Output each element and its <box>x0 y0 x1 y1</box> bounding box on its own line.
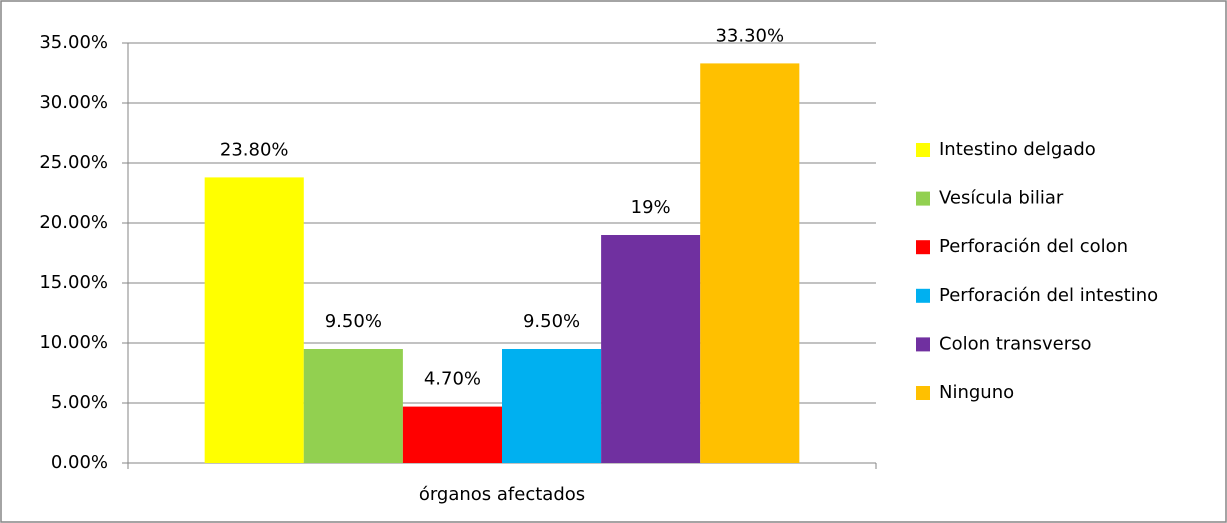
y-tick-label: 20.00% <box>39 212 108 233</box>
y-tick-label: 0.00% <box>51 452 108 473</box>
legend-swatch <box>916 143 930 157</box>
legend-swatch <box>916 240 930 255</box>
y-tick-label: 15.00% <box>39 272 108 293</box>
bar <box>601 235 701 463</box>
y-tick-label: 5.00% <box>51 392 108 413</box>
bar <box>700 63 800 464</box>
legend-swatch <box>916 288 930 303</box>
data-label: 33.30% <box>715 25 784 46</box>
legend-swatch <box>916 337 930 352</box>
data-label: 23.80% <box>220 139 289 160</box>
data-label: 19% <box>631 197 671 218</box>
data-label: 4.70% <box>424 369 481 390</box>
legend-label: Colon transverso <box>939 333 1092 354</box>
data-label: 9.50% <box>523 311 580 332</box>
y-tick-label: 10.00% <box>39 332 108 353</box>
data-label: 9.50% <box>325 311 382 332</box>
bar <box>303 349 403 463</box>
bar <box>204 177 304 463</box>
legend-swatch <box>916 191 930 206</box>
legend-label: Perforación del intestino <box>939 285 1158 306</box>
legend-label: Vesícula biliar <box>939 188 1064 209</box>
legend-label: Perforación del colon <box>939 236 1128 257</box>
legend-swatch <box>916 386 930 400</box>
legend-label: Intestino delgado <box>939 139 1096 160</box>
legend-label: Ninguno <box>939 382 1014 403</box>
bar <box>502 349 602 463</box>
x-tick-label: órganos afectados <box>419 484 585 505</box>
y-tick-label: 25.00% <box>39 152 108 173</box>
y-tick-label: 30.00% <box>39 92 108 113</box>
y-tick-label: 35.00% <box>39 32 108 53</box>
bar <box>402 406 502 463</box>
